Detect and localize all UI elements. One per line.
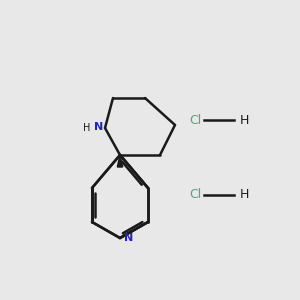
- Text: N: N: [94, 122, 103, 131]
- Text: H: H: [83, 123, 91, 133]
- Text: Cl: Cl: [189, 113, 201, 127]
- Polygon shape: [117, 155, 123, 167]
- Text: H: H: [240, 188, 249, 202]
- Text: Cl: Cl: [189, 188, 201, 202]
- Text: H: H: [240, 113, 249, 127]
- Text: N: N: [124, 233, 134, 243]
